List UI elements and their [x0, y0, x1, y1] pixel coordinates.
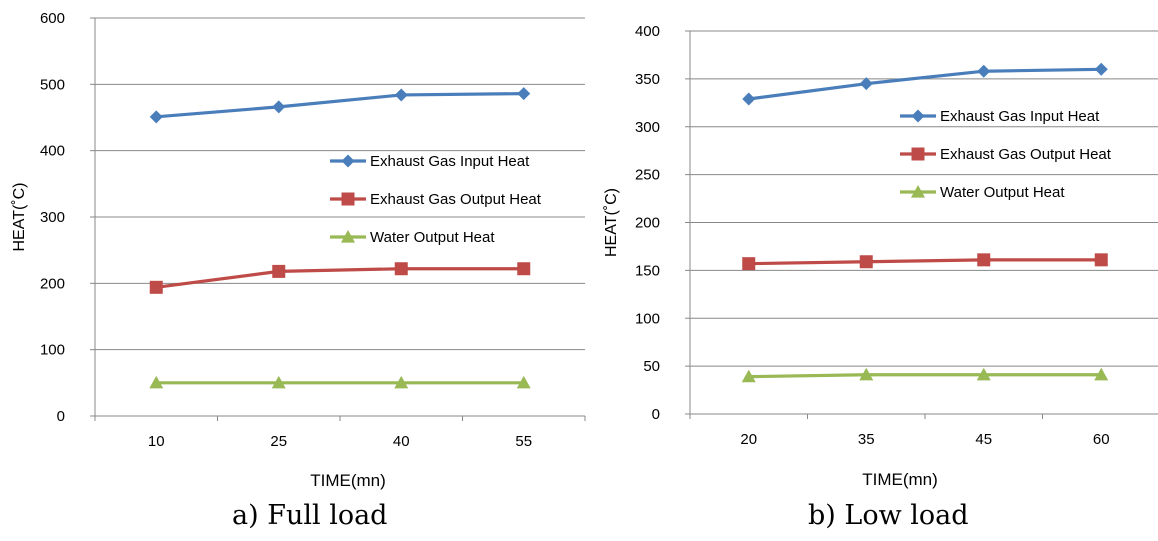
- y-tick-label: 100: [40, 342, 65, 359]
- legend-item-exhaust-gas-input-heat: Exhaust Gas Input Heat: [900, 108, 1100, 125]
- y-axis-label: HEAT(˚C): [603, 188, 620, 257]
- y-tick-label: 200: [40, 275, 65, 292]
- y-axis-label: HEAT(˚C): [11, 182, 28, 251]
- legend-item-water-output-heat: Water Output Heat: [900, 184, 1065, 201]
- x-tick-label: 20: [740, 431, 757, 448]
- x-axis-label: TIME(mn): [310, 471, 386, 490]
- legend-marker: [341, 154, 355, 168]
- y-tick-label: 400: [635, 23, 660, 40]
- data-point: [149, 110, 163, 124]
- legend-item-exhaust-gas-output-heat: Exhaust Gas Output Heat: [900, 146, 1112, 163]
- data-point: [742, 92, 756, 106]
- series-exhaust-gas-input-heat: [742, 62, 1108, 106]
- legend-label: Water Output Heat: [370, 229, 495, 246]
- legend-label: Water Output Heat: [940, 184, 1065, 201]
- series-line: [748, 67, 1102, 101]
- data-point: [517, 262, 531, 276]
- data-point: [859, 255, 873, 269]
- data-point: [149, 375, 164, 389]
- legend-marker: [911, 185, 925, 198]
- chart-full-load: 0 100 200 300 400 500 600 10 25 40 55 TIME(mn) HEAT(…: [11, 10, 586, 490]
- data-point: [272, 264, 286, 278]
- x-tick-label: 10: [148, 433, 165, 450]
- y-tick-label: 250: [635, 167, 660, 184]
- caption-full-load: a) Full load: [232, 500, 388, 531]
- y-tick-label: 500: [40, 76, 65, 93]
- series-exhaust-gas-output-heat: [742, 253, 1108, 271]
- data-point: [859, 77, 873, 91]
- series-water-output-heat: [149, 375, 531, 389]
- data-point: [149, 280, 163, 294]
- data-point: [742, 257, 756, 271]
- legend-marker: [341, 192, 355, 206]
- y-tick-label: 300: [40, 209, 65, 226]
- y-tick-label: 300: [635, 119, 660, 136]
- y-tick-label: 0: [652, 406, 660, 423]
- data-point: [977, 253, 991, 267]
- x-tick-label: 35: [858, 431, 875, 448]
- data-point: [1094, 367, 1109, 381]
- x-tick-label: 55: [515, 433, 532, 450]
- data-point: [271, 375, 286, 389]
- data-point: [394, 375, 409, 389]
- series-line: [156, 92, 524, 119]
- y-tick-label: 600: [40, 10, 65, 27]
- series-exhaust-gas-input-heat: [149, 87, 531, 124]
- data-point: [976, 367, 991, 381]
- y-tick-label: 0: [57, 408, 65, 425]
- data-point: [741, 369, 756, 383]
- series-line: [748, 258, 1102, 266]
- chart-low-load: 0 50 100 150 200 250 300 350 400 20 35 45 60 TIME(mn)…: [603, 23, 1158, 489]
- data-point: [516, 375, 531, 389]
- series-line: [748, 373, 1102, 379]
- y-tick-label: 200: [635, 215, 660, 232]
- legend-item-exhaust-gas-input-heat: Exhaust Gas Input Heat: [330, 153, 530, 170]
- legend-label: Exhaust Gas Output Heat: [370, 191, 542, 208]
- x-tick-label: 60: [1093, 431, 1110, 448]
- y-tick-label: 350: [635, 71, 660, 88]
- data-point: [1094, 253, 1108, 267]
- caption-low-load: b) Low load: [808, 500, 969, 531]
- legend-marker: [911, 109, 925, 123]
- x-tick-label: 45: [975, 431, 992, 448]
- x-axis-label: TIME(mn): [862, 470, 938, 489]
- data-point: [1094, 62, 1108, 76]
- series-water-output-heat: [741, 367, 1109, 383]
- data-point: [517, 87, 531, 101]
- series-exhaust-gas-output-heat: [149, 262, 531, 294]
- legend-label: Exhaust Gas Output Heat: [940, 146, 1112, 163]
- legend-item-exhaust-gas-output-heat: Exhaust Gas Output Heat: [330, 191, 542, 208]
- y-tick-label: 400: [40, 143, 65, 160]
- y-tick-label: 50: [643, 358, 660, 375]
- legend-label: Exhaust Gas Input Heat: [940, 108, 1100, 125]
- data-point: [394, 262, 408, 276]
- data-point: [859, 367, 874, 381]
- data-point: [977, 64, 991, 78]
- legend-item-water-output-heat: Water Output Heat: [330, 229, 495, 246]
- y-tick-label: 100: [635, 310, 660, 327]
- series-line: [156, 267, 524, 289]
- x-tick-label: 25: [270, 433, 287, 450]
- x-tick-label: 40: [393, 433, 410, 450]
- data-point: [272, 100, 286, 114]
- data-point: [394, 88, 408, 102]
- legend-label: Exhaust Gas Input Heat: [370, 153, 530, 170]
- legend-marker: [341, 230, 355, 243]
- legend-marker: [911, 147, 925, 161]
- y-tick-label: 150: [635, 262, 660, 279]
